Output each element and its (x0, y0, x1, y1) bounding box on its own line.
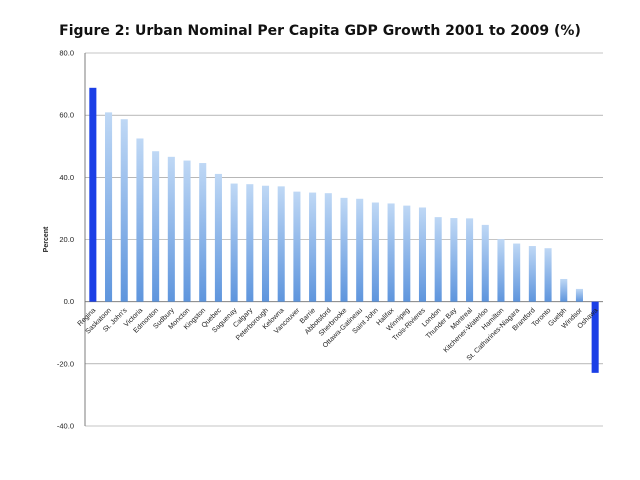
bar-calgary (246, 184, 254, 302)
bar-ottawa-gatineau (356, 198, 364, 302)
bar-windsor (575, 288, 583, 302)
y-tick-label: -40.0 (57, 422, 74, 431)
bar-toronto (544, 248, 552, 302)
y-tick-label: 60.0 (59, 111, 74, 120)
bar-vancouver (293, 191, 301, 302)
y-tick-label: 20.0 (59, 235, 74, 244)
bar-kingston (199, 163, 207, 302)
bar-saguenay (230, 183, 238, 302)
bar-trois-rivieres (418, 207, 427, 302)
bar-winnipeg (403, 205, 411, 302)
bar-kitchener-waterloo (481, 224, 489, 302)
bar-barrie (309, 192, 317, 302)
bar-moncton (183, 160, 191, 302)
bar-sherbrooke (340, 197, 348, 302)
bar-kelowna (277, 186, 285, 302)
bar-saint-john (371, 202, 379, 302)
y-tick-label: 0.0 (64, 297, 74, 306)
bar-edmonton (152, 151, 160, 302)
bar-oshawa (591, 301, 599, 373)
bar-montreal (466, 218, 474, 302)
bar-hamilton (497, 239, 505, 302)
bar-halifax (387, 203, 395, 302)
y-tick-label: 40.0 (59, 173, 74, 182)
y-axis-title: Percent (43, 226, 50, 252)
bar-london (434, 217, 442, 302)
bar-quebec (214, 173, 222, 302)
bar-thunder-bay (450, 218, 458, 302)
bar-guelph (560, 278, 568, 302)
bar-peterborough (261, 185, 270, 302)
y-tick-label: -20.0 (57, 359, 74, 368)
bar-victoria (136, 138, 144, 302)
bar-st-catharines-niagara (513, 243, 521, 302)
y-tick-label: 80.0 (59, 49, 74, 58)
bar-regina (89, 87, 97, 302)
bar-brantford (528, 246, 536, 302)
bar-st-john-s (120, 119, 128, 302)
bar-sudbury (167, 156, 175, 302)
bar-abbotsford (324, 193, 332, 302)
chart-title: Figure 2: Urban Nominal Per Capita GDP G… (59, 23, 581, 39)
bar-saskatoon (105, 112, 113, 302)
